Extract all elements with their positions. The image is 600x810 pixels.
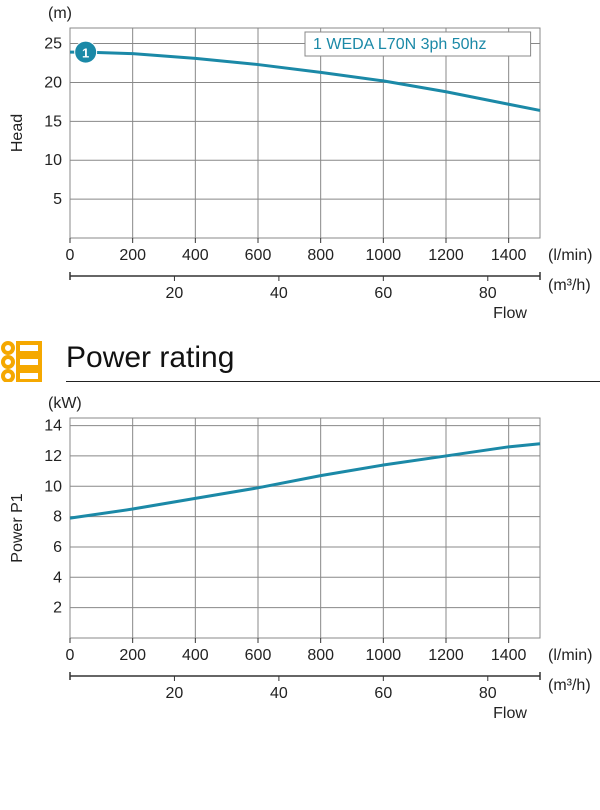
svg-text:14: 14 [44,418,62,435]
svg-text:200: 200 [119,647,146,664]
svg-text:60: 60 [374,685,392,702]
svg-text:1400: 1400 [491,647,527,664]
svg-text:(m³/h): (m³/h) [548,677,591,694]
svg-text:10: 10 [44,152,62,169]
svg-text:Flow: Flow [493,705,527,722]
svg-text:800: 800 [307,247,334,264]
svg-text:40: 40 [270,285,288,302]
svg-text:80: 80 [479,685,497,702]
svg-text:(l/min): (l/min) [548,647,592,664]
svg-text:25: 25 [44,36,62,53]
svg-text:4: 4 [53,569,62,586]
svg-text:6: 6 [53,539,62,556]
svg-text:1400: 1400 [491,247,527,264]
power-flow-chart: 2 4 6 8 10 12 14 (kW) Power P1 0 200 400 600 800 1000 1… [0,390,600,740]
svg-text:600: 600 [245,247,272,264]
svg-text:2: 2 [53,600,62,617]
power-rating-section-header: Power rating [0,340,600,382]
svg-text:1 WEDA L70N 3ph 50hz: 1 WEDA L70N 3ph 50hz [313,36,486,53]
svg-text:20: 20 [44,74,62,91]
svg-text:20: 20 [166,285,184,302]
svg-text:400: 400 [182,647,209,664]
svg-text:(m³/h): (m³/h) [548,277,591,294]
svg-text:10: 10 [44,478,62,495]
svg-text:80: 80 [479,285,497,302]
svg-text:200: 200 [119,247,146,264]
svg-text:60: 60 [374,285,392,302]
svg-text:5: 5 [53,191,62,208]
svg-text:1200: 1200 [428,647,464,664]
svg-text:20: 20 [166,685,184,702]
svg-text:1000: 1000 [366,647,402,664]
svg-text:400: 400 [182,247,209,264]
svg-text:(m): (m) [48,5,72,22]
svg-text:Head: Head [9,114,26,152]
svg-text:Power P1: Power P1 [9,493,26,562]
svg-text:8: 8 [53,509,62,526]
svg-text:(l/min): (l/min) [548,247,592,264]
svg-text:12: 12 [44,448,62,465]
bullet-list-icon [0,340,42,382]
section-title: Power rating [66,341,600,382]
chart1-svg: 5 10 15 20 25 1 1 WEDA L70N 3ph 50hz (m) Head 0 20… [0,0,600,330]
svg-text:1: 1 [82,46,89,61]
svg-text:1000: 1000 [366,247,402,264]
svg-text:Flow: Flow [493,305,527,322]
svg-text:1200: 1200 [428,247,464,264]
svg-text:(kW): (kW) [48,395,82,412]
chart2-svg: 2 4 6 8 10 12 14 (kW) Power P1 0 200 400 600 800 1000 1… [0,390,600,740]
svg-text:0: 0 [66,247,75,264]
svg-text:600: 600 [245,647,272,664]
head-flow-chart: 5 10 15 20 25 1 1 WEDA L70N 3ph 50hz (m) Head 0 20… [0,0,600,330]
svg-text:15: 15 [44,113,62,130]
svg-text:40: 40 [270,685,288,702]
svg-text:800: 800 [307,647,334,664]
svg-text:0: 0 [66,647,75,664]
